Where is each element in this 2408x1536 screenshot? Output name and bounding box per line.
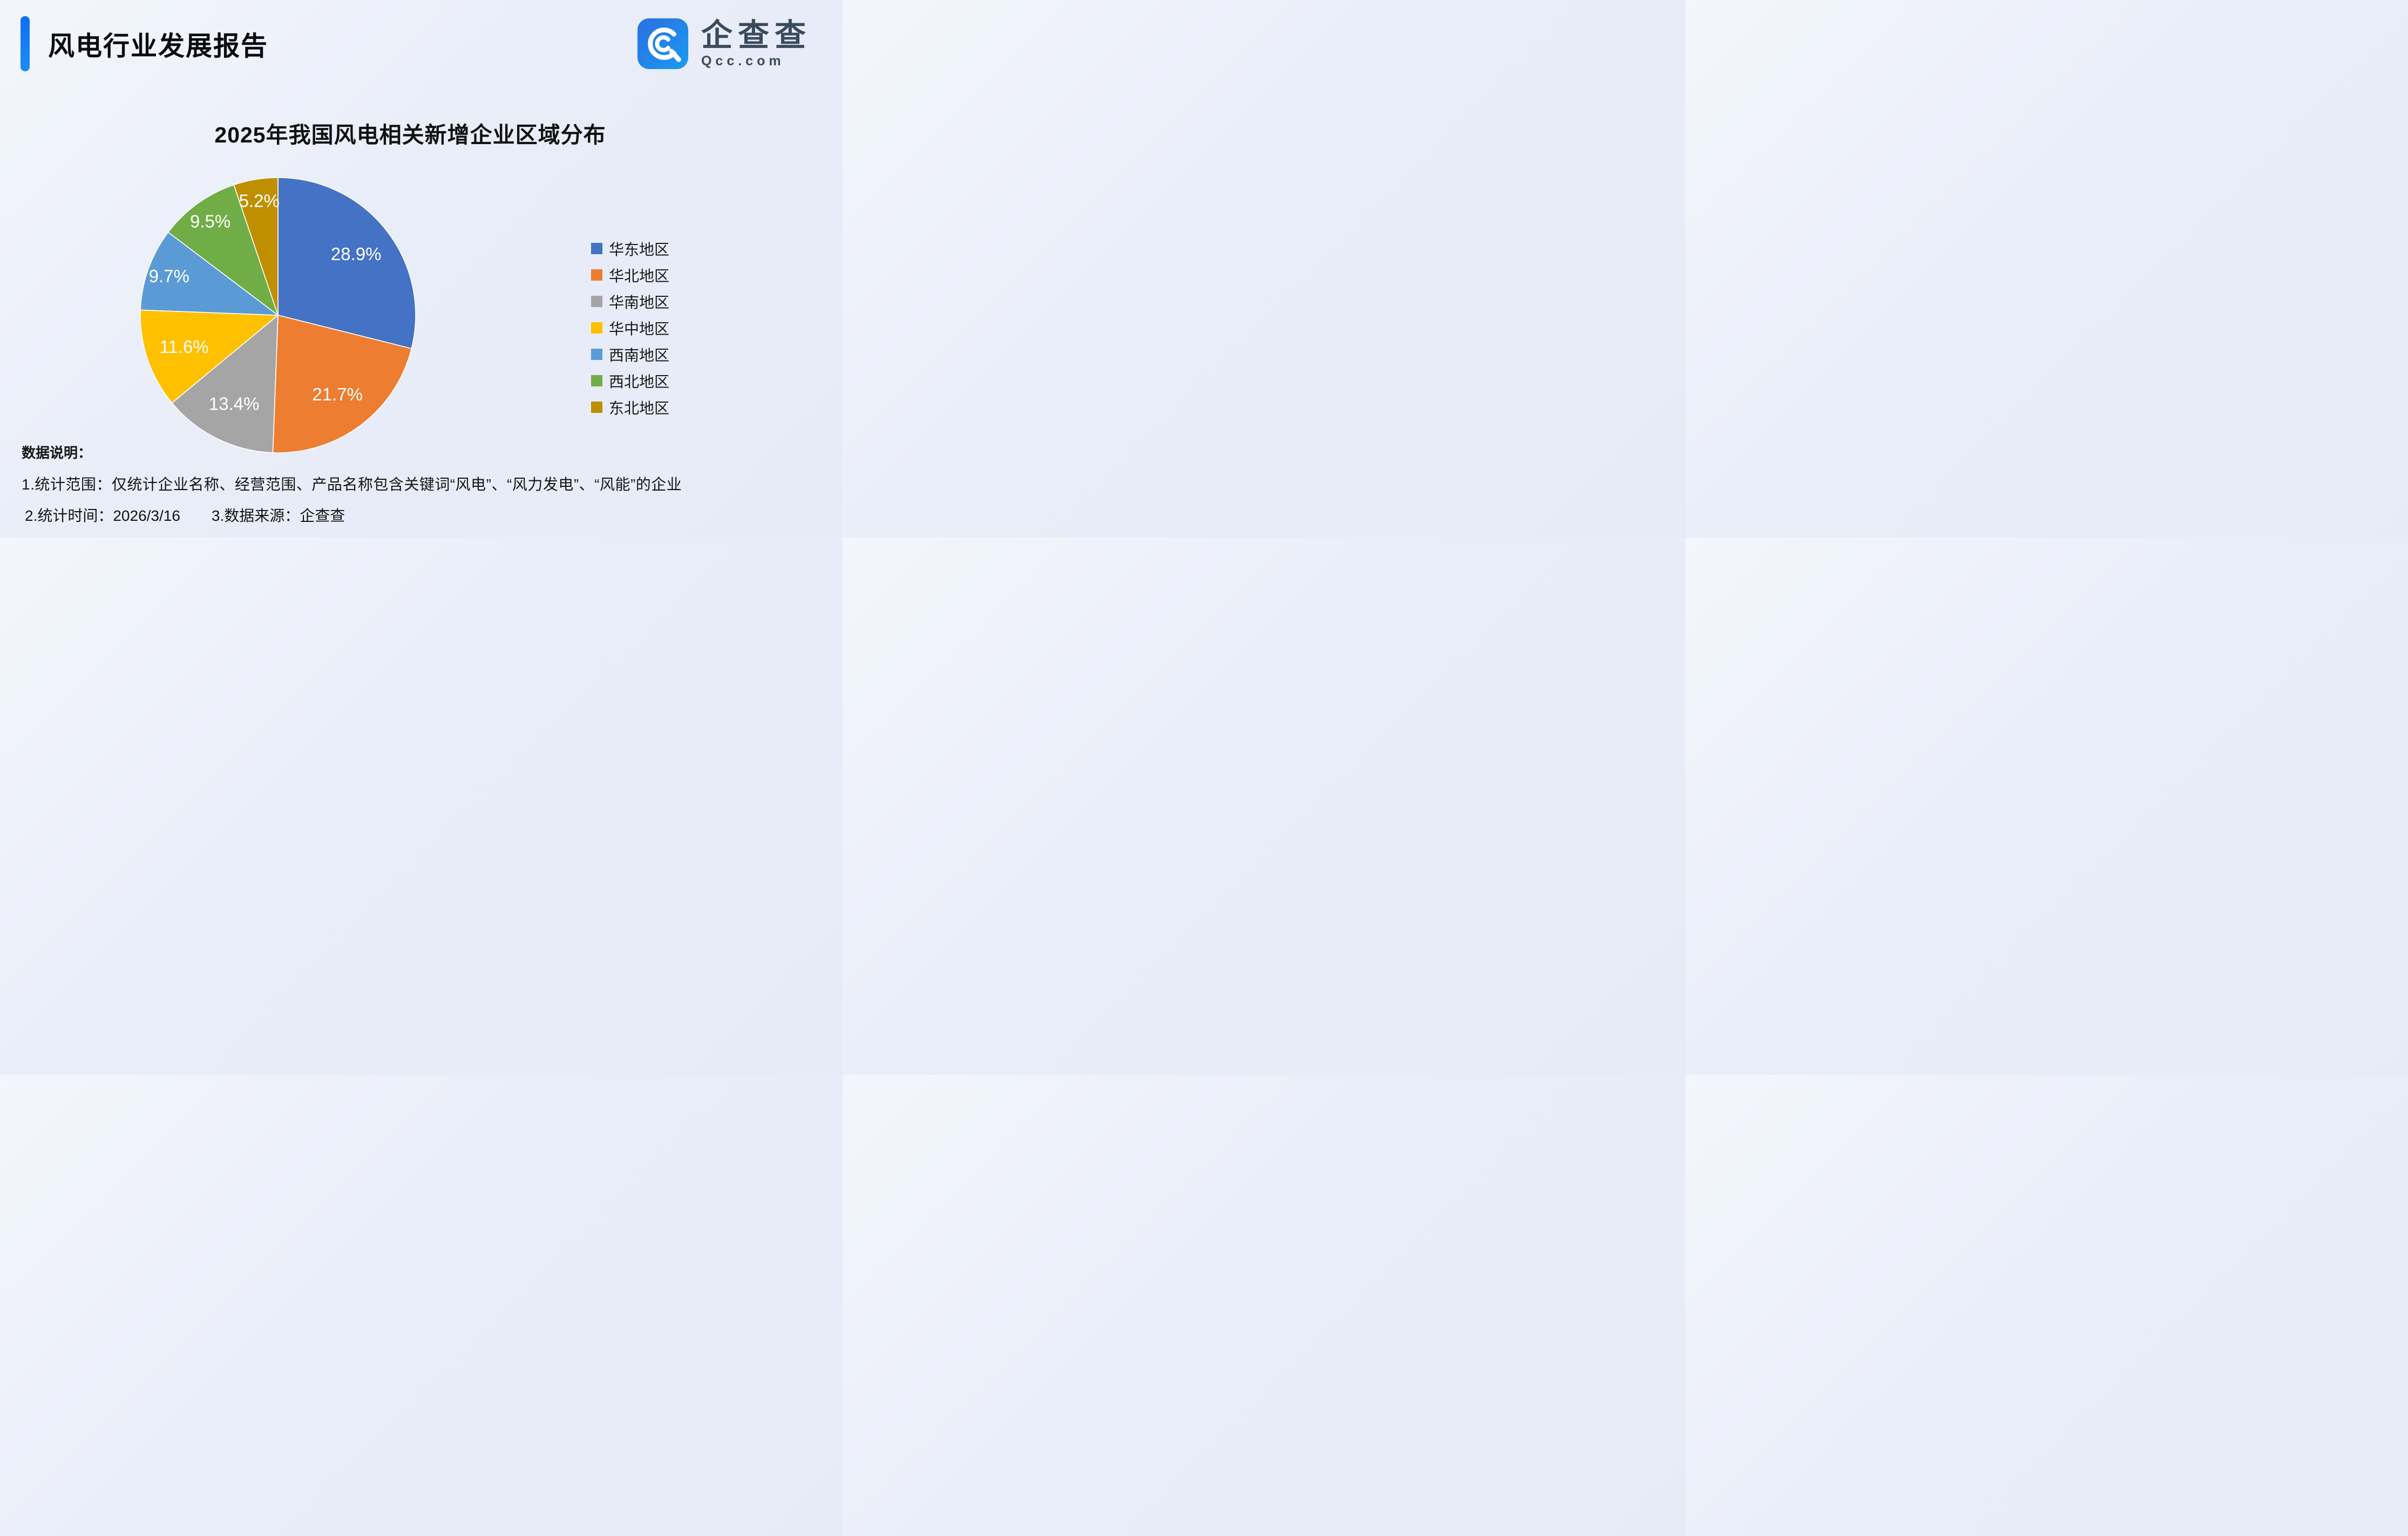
pie-value-label-西北地区: 9.5% [190,211,230,231]
pie-slice-东北地区 [233,177,279,316]
data-notes-time: 2.统计时间：2026/3/16 [25,507,180,524]
qcc-domain: Qcc.com [701,53,785,69]
legend-item-华北地区: 华北地区 [591,262,669,288]
legend-label: 华北地区 [609,267,670,284]
pie-value-label-东北地区: 5.2% [239,191,280,211]
legend-swatch [591,322,602,334]
legend-swatch [591,402,602,413]
qcc-logo-icon [637,18,689,70]
qcc-logo: 企查查 Qcc.com [636,16,811,71]
pie-slice-西南地区 [140,232,279,316]
qcc-brand-name: 企查查 [701,17,811,53]
legend-item-华东地区: 华东地区 [591,235,669,262]
data-notes-source: 3.数据来源：企查查 [211,507,345,524]
legend-label: 东北地区 [609,399,670,417]
legend-label: 西南地区 [609,346,670,364]
legend-swatch [591,375,602,386]
pie-value-label-华东地区: 28.9% [331,244,382,264]
data-notes-meta: 2.统计时间：2026/3/16 3.数据来源：企查查 [22,504,820,526]
legend-swatch [591,296,602,307]
legend-item-西北地区: 西北地区 [591,368,669,394]
report-header: 风电行业发展报告 [21,16,268,71]
pie-value-label-华北地区: 21.7% [312,384,363,404]
title-accent-bar [21,16,30,71]
chart-legend: 华东地区华北地区华南地区华中地区西南地区西北地区东北地区 [591,235,669,420]
pie-chart-svg: 28.9% 21.7% 13.4% 11.6% 9.7% 9.5% 5.2% [140,177,416,453]
pie-value-label-华南地区: 13.4% [209,394,260,414]
legend-swatch [591,243,602,254]
pie-chart: 28.9% 21.7% 13.4% 11.6% 9.7% 9.5% 5.2% [134,171,422,459]
legend-item-华南地区: 华南地区 [591,288,669,315]
legend-swatch [591,269,602,281]
legend-item-西南地区: 西南地区 [591,341,669,368]
legend-label: 华东地区 [609,241,670,258]
pie-slice-华中地区 [140,309,279,404]
legend-label: 华中地区 [609,320,670,337]
pie-value-label-西南地区: 9.7% [149,266,189,286]
qcc-logo-text: 企查查 Qcc.com [701,18,811,70]
data-notes-heading: 数据说明： [22,445,92,461]
pie-value-label-华中地区: 11.6% [160,337,209,357]
legend-swatch [591,349,602,360]
legend-label: 华南地区 [609,294,670,311]
data-notes-scope: 1.统计范围：仅统计企业名称、经营范围、产品名称包含关键词“风电”、“风力发电”… [22,476,682,493]
chart-title: 2025年我国风电相关新增企业区域分布 [214,123,606,147]
legend-item-东北地区: 东北地区 [591,394,669,420]
report-title: 风电行业发展报告 [48,31,269,61]
pie-slice-华东地区 [277,177,416,349]
legend-item-华中地区: 华中地区 [591,315,669,341]
legend-label: 西北地区 [609,373,670,390]
pie-slice-华北地区 [272,315,412,453]
data-notes: 数据说明： 1.统计范围：仅统计企业名称、经营范围、产品名称包含关键词“风电”、… [22,442,820,526]
pie-slice-华南地区 [171,315,279,453]
pie-slice-西北地区 [167,184,279,316]
